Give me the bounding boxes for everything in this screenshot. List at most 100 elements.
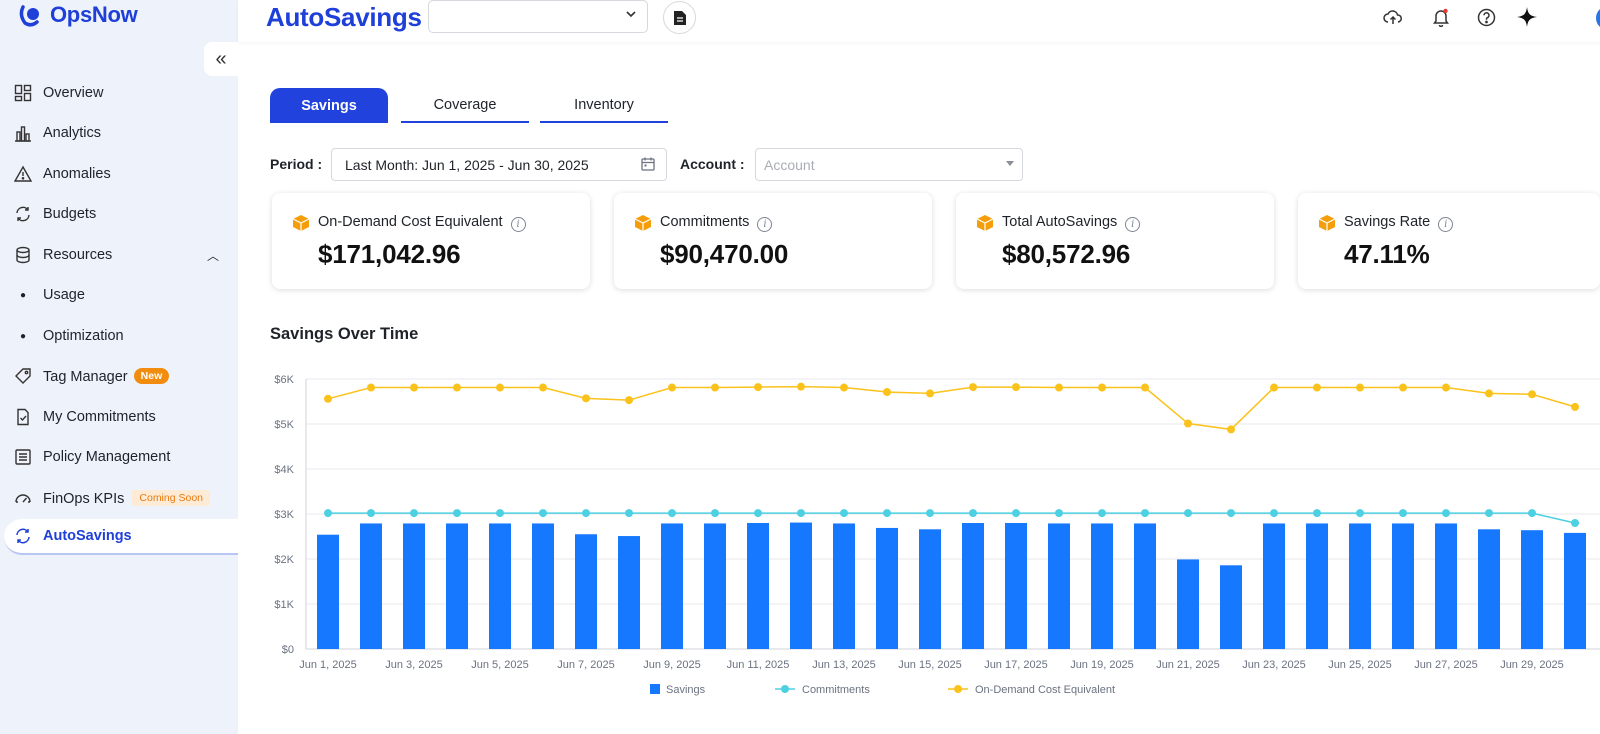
card-value: $90,470.00	[660, 239, 789, 269]
chevron-up-icon[interactable]: ︿	[207, 248, 220, 263]
sidebar-item-my-commitments[interactable]: My Commitments	[0, 399, 238, 435]
notification-bell-icon[interactable]	[1430, 6, 1452, 28]
sidebar-item-overview[interactable]: Overview	[0, 75, 238, 111]
x-tick-label: Jun 15, 2025	[898, 659, 962, 671]
sidebar-item-budgets[interactable]: Budgets	[0, 196, 238, 232]
commitments-point	[1571, 519, 1579, 527]
commitments-point	[625, 509, 633, 518]
commitments-point	[1270, 509, 1278, 518]
legend-savings-label: Savings	[666, 684, 706, 696]
bar-savings	[317, 534, 339, 649]
bar-savings	[360, 523, 382, 649]
x-tick-label: Jun 13, 2025	[812, 659, 876, 671]
bar-savings	[575, 534, 597, 649]
calendar-icon	[640, 156, 656, 177]
sidebar-item-tag-manager[interactable]: Tag Manager New	[0, 358, 238, 394]
tab-savings[interactable]: Savings	[270, 88, 388, 123]
on-demand-point	[324, 394, 332, 403]
help-icon[interactable]	[1475, 6, 1497, 28]
sidebar-item-finops-kpis[interactable]: FinOps KPIs Coming Soon	[0, 480, 238, 516]
card-title: Savings Rate i	[1344, 214, 1454, 232]
commitments-point	[324, 509, 332, 518]
commitments-point	[539, 509, 547, 518]
account-select[interactable]: Account	[755, 148, 1023, 181]
bar-savings	[1435, 523, 1457, 649]
on-demand-point	[453, 383, 461, 392]
sidebar-item-analytics[interactable]: Analytics	[0, 115, 238, 151]
logo-text: OpsNow	[50, 2, 138, 27]
box-icon	[292, 215, 310, 231]
sidebar-item-anomalies[interactable]: Anomalies	[0, 156, 238, 192]
x-tick-label: Jun 11, 2025	[727, 659, 790, 671]
y-tick-label: $5K	[274, 419, 294, 431]
commitments-point	[453, 509, 461, 518]
sidebar-item-usage[interactable]: ● Usage	[0, 277, 238, 313]
on-demand-point	[539, 383, 547, 392]
bar-savings	[1005, 523, 1027, 649]
sidebar-item-label: AutoSavings	[43, 528, 132, 544]
commitments-point	[883, 509, 891, 518]
info-icon[interactable]: i	[1438, 217, 1454, 232]
sidebar-item-text: Tag Manager	[43, 368, 128, 385]
box-icon	[976, 215, 994, 231]
chart-section-title: Savings Over Time	[270, 325, 419, 343]
bullet-icon: ●	[19, 289, 27, 301]
bar-savings	[919, 529, 941, 649]
document-icon	[673, 10, 686, 25]
sidebar-item-optimization[interactable]: ● Optimization	[0, 318, 238, 354]
card-savings-rate: Savings Rate i 47.11%	[1298, 193, 1600, 289]
commitments-point	[1055, 509, 1063, 518]
bar-chart-icon	[13, 123, 33, 143]
commitments-point	[1442, 509, 1450, 518]
period-value: Last Month: Jun 1, 2025 - Jun 30, 2025	[345, 157, 589, 173]
bar-savings	[704, 523, 726, 649]
logo[interactable]: OpsNow	[18, 2, 138, 28]
on-demand-point	[1141, 383, 1149, 392]
bar-savings	[1478, 529, 1500, 649]
on-demand-point	[1012, 383, 1020, 392]
sidebar-item-resources[interactable]: Resources ︿	[0, 237, 238, 273]
info-icon[interactable]: i	[757, 217, 773, 232]
commitments-point	[1313, 509, 1321, 518]
document-button[interactable]	[663, 1, 696, 34]
card-title-text: On-Demand Cost Equivalent	[318, 214, 503, 230]
on-demand-point	[1098, 383, 1106, 392]
on-demand-point	[582, 394, 590, 403]
on-demand-point	[1399, 383, 1407, 392]
tab-coverage[interactable]: Coverage	[401, 88, 529, 123]
sidebar-item-label: My Commitments	[43, 409, 156, 425]
bar-savings	[1349, 523, 1371, 649]
on-demand-point	[1356, 383, 1364, 392]
user-avatar[interactable]	[1596, 6, 1600, 30]
bar-savings	[1564, 532, 1586, 649]
sidebar-item-autosavings[interactable]: AutoSavings	[4, 519, 238, 555]
commitments-point	[1356, 509, 1364, 518]
on-demand-point	[840, 383, 848, 392]
bar-savings	[1134, 523, 1156, 649]
on-demand-point	[367, 383, 375, 392]
collapse-sidebar-button[interactable]: «	[204, 42, 238, 76]
sidebar-item-label: Policy Management	[43, 449, 171, 465]
on-demand-point	[496, 383, 504, 392]
cycle-icon	[13, 526, 33, 546]
tag-icon	[13, 366, 33, 386]
on-demand-point	[1227, 425, 1235, 434]
bar-savings	[403, 523, 425, 649]
period-date-picker[interactable]: Last Month: Jun 1, 2025 - Jun 30, 2025	[331, 148, 667, 181]
tab-inventory[interactable]: Inventory	[540, 88, 668, 123]
upload-cloud-icon[interactable]	[1382, 6, 1404, 28]
header-dropdown[interactable]	[428, 0, 648, 33]
commitments-point	[1399, 509, 1407, 518]
info-icon[interactable]: i	[1125, 217, 1141, 232]
y-tick-label: $4K	[274, 464, 294, 476]
ai-sparkle-icon[interactable]	[1516, 6, 1538, 28]
info-icon[interactable]: i	[510, 217, 526, 232]
commitments-point	[1141, 509, 1149, 518]
bar-savings	[962, 523, 984, 649]
bar-savings	[1392, 523, 1414, 649]
x-tick-label: Jun 29, 2025	[1500, 659, 1564, 671]
box-icon	[1318, 215, 1336, 231]
sidebar-item-policy-management[interactable]: Policy Management	[0, 439, 238, 475]
on-demand-point	[1055, 383, 1063, 392]
on-demand-line	[327, 385, 1576, 431]
